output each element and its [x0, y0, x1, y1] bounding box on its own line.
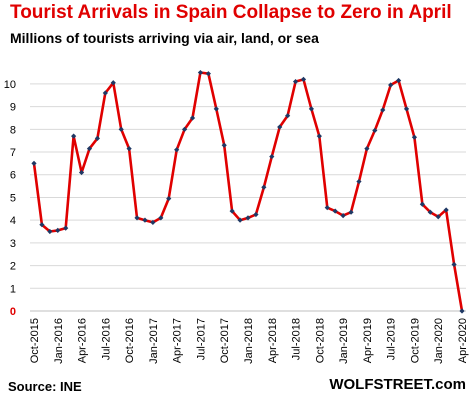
- data-point-marker: [285, 113, 291, 119]
- data-point-marker: [300, 76, 307, 82]
- data-point-marker: [174, 147, 180, 153]
- data-point-marker: [237, 217, 243, 223]
- y-tick-label: 9: [10, 102, 16, 114]
- x-tick-label: Jan-2017: [148, 318, 160, 364]
- x-tick-label: Apr-2016: [77, 318, 89, 363]
- x-tick-label: Apr-2020: [457, 318, 469, 363]
- data-point-marker: [205, 71, 211, 77]
- data-point-marker: [411, 134, 418, 140]
- data-point-marker: [158, 215, 164, 221]
- data-point-marker: [356, 178, 362, 185]
- data-point-marker: [166, 195, 172, 202]
- data-point-marker: [261, 184, 267, 190]
- data-point-marker: [86, 146, 93, 152]
- x-tick-label: Jan-2020: [433, 318, 445, 364]
- gridlines: [30, 83, 466, 312]
- x-tick-label: Oct-2018: [314, 318, 326, 363]
- data-point-marker: [110, 80, 116, 86]
- data-point-marker: [150, 219, 156, 226]
- y-tick-label: 7: [10, 147, 16, 159]
- data-point-marker: [395, 77, 402, 84]
- x-tick-label: Oct-2019: [409, 318, 421, 363]
- data-point-marker: [269, 153, 275, 160]
- data-point-marker: [181, 126, 188, 132]
- data-point-marker: [213, 106, 219, 112]
- chart-title: Tourist Arrivals in Spain Collapse to Ze…: [10, 2, 452, 23]
- x-tick-label: Jul-2017: [195, 318, 207, 360]
- data-point-marker: [435, 214, 441, 220]
- y-axis-ticks: 0 1 2 3 4 5 6 7 8 9 10: [4, 79, 16, 318]
- data-point-marker: [372, 127, 378, 134]
- data-point-marker: [277, 124, 283, 130]
- x-tick-label: Jan-2018: [243, 318, 255, 364]
- data-point-marker: [118, 126, 124, 132]
- x-tick-label: Jul-2019: [386, 318, 398, 360]
- data-point-marker: [459, 308, 465, 314]
- x-tick-label: Apr-2018: [267, 318, 279, 363]
- x-tick-label: Oct-2015: [29, 318, 41, 363]
- x-tick-label: Apr-2017: [172, 318, 184, 363]
- x-tick-label: Oct-2017: [219, 318, 231, 363]
- source-label: Source: INE: [8, 379, 82, 394]
- data-point-marker: [78, 169, 85, 176]
- y-tick-label: 5: [10, 192, 16, 204]
- y-tick-label: 10: [4, 79, 16, 91]
- data-point-marker: [102, 90, 108, 96]
- data-point-marker: [332, 208, 338, 214]
- x-tick-label: Jul-2016: [100, 318, 112, 360]
- y-tick-label: 1: [10, 283, 16, 295]
- data-point-marker: [94, 135, 101, 142]
- data-point-marker: [308, 106, 315, 112]
- y-tick-label: 8: [10, 124, 16, 136]
- data-point-marker: [229, 208, 235, 214]
- y-tick-label: 6: [10, 170, 16, 182]
- data-point-marker: [348, 209, 354, 215]
- series-line-group: [31, 69, 465, 314]
- data-point-marker: [142, 217, 148, 223]
- y-tick-label: 0: [10, 306, 16, 318]
- data-point-marker: [316, 133, 322, 139]
- data-point-marker: [451, 261, 457, 268]
- data-point-marker: [340, 213, 346, 219]
- y-tick-label: 2: [10, 261, 16, 273]
- data-point-marker: [39, 222, 45, 228]
- data-point-marker: [63, 225, 69, 231]
- series-line: [32, 71, 464, 312]
- y-tick-label: 3: [10, 238, 16, 250]
- data-point-marker: [419, 201, 425, 207]
- x-tick-label: Apr-2019: [362, 318, 374, 363]
- x-tick-label: Oct-2016: [124, 318, 136, 363]
- x-tick-label: Jan-2019: [338, 318, 350, 364]
- y-tick-label: 4: [10, 215, 16, 227]
- x-tick-label: Jul-2018: [291, 318, 303, 360]
- data-point-marker: [403, 106, 410, 112]
- data-point-marker: [55, 227, 61, 233]
- watermark-label: WOLFSTREET.com: [329, 376, 466, 393]
- x-tick-label: Jan-2016: [53, 318, 65, 364]
- data-point-marker: [253, 211, 259, 218]
- data-point-marker: [427, 209, 433, 215]
- data-point-marker: [189, 115, 196, 121]
- data-point-marker: [245, 215, 251, 221]
- data-point-marker: [31, 160, 37, 166]
- data-point-marker: [443, 207, 449, 213]
- data-point-marker: [47, 228, 53, 235]
- data-point-marker: [71, 133, 77, 139]
- data-point-marker: [388, 82, 394, 88]
- data-point-marker: [292, 79, 299, 85]
- data-point-marker: [197, 69, 204, 76]
- data-point-marker: [134, 215, 140, 221]
- chart-subtitle: Millions of tourists arriving via air, l…: [10, 30, 319, 46]
- data-point-marker: [126, 146, 132, 152]
- x-axis-ticks: Oct-2015 Jan-2016 Apr-2016 Jul-2016 Oct-2016…: [29, 318, 469, 364]
- data-point-marker: [324, 205, 330, 211]
- data-point-marker: [221, 142, 227, 148]
- data-point-marker: [364, 146, 370, 152]
- data-point-marker: [380, 107, 386, 113]
